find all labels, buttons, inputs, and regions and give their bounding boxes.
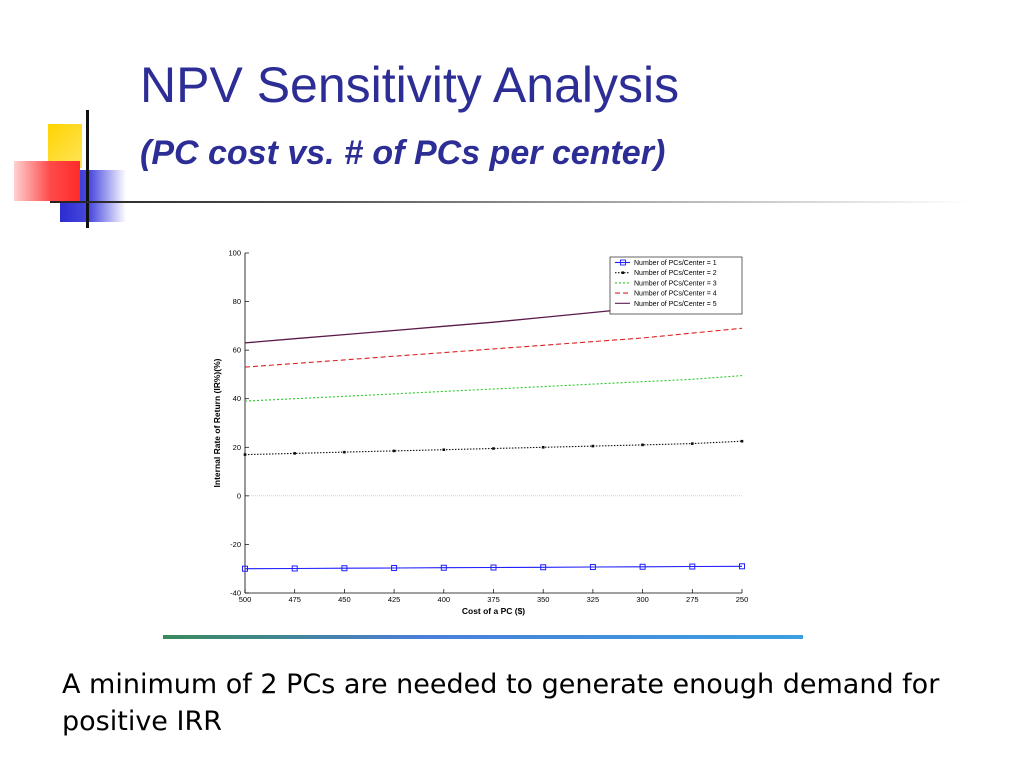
series-2-point — [492, 447, 495, 450]
legend-label-2: Number of PCs/Center = 2 — [634, 270, 717, 277]
x-tick-label: 450 — [338, 595, 351, 604]
x-tick-label: 350 — [537, 595, 550, 604]
series-1-point — [242, 565, 248, 572]
x-tick-label: 475 — [288, 595, 301, 604]
series-1-point — [440, 564, 447, 571]
legend-label-5: Number of PCs/Center = 5 — [634, 301, 717, 308]
y-tick-label: 100 — [228, 249, 241, 258]
irr-line-chart: -40 -20 0 20 40 60 80 100 500 475 450 425 400 375 350 3… — [212, 249, 749, 617]
legend-box — [609, 256, 743, 315]
decorative-red-square — [14, 161, 80, 201]
legend-label-4: Number of PCs/Center = 4 — [634, 291, 717, 298]
x-tick-label: 325 — [587, 595, 600, 604]
x-tick-label: 250 — [736, 595, 749, 604]
x-tick-label: 400 — [438, 595, 451, 604]
series-1-point — [739, 563, 745, 570]
y-tick-label: -20 — [230, 540, 241, 549]
series-line-2 — [244, 440, 743, 456]
x-tick-label: 425 — [388, 595, 401, 604]
x-axis-label: Cost of a PC ($) — [462, 606, 525, 616]
x-tick-label: 300 — [636, 595, 649, 604]
chart-container: -40 -20 0 20 40 60 80 100 500 475 450 425 400 375 350 3… — [160, 240, 805, 640]
legend-label-1: Number of PCs/Center = 1 — [634, 260, 717, 267]
series-1-point — [589, 564, 596, 571]
y-axis-label: Internal Rate of Return (IR%)(%) — [212, 358, 222, 487]
legend-marker-1 — [620, 259, 626, 266]
series-2-point — [641, 443, 644, 447]
decorative-yellow-square — [48, 124, 82, 168]
y-tick-label: 20 — [233, 443, 241, 452]
series-2-point — [343, 450, 346, 454]
slide-caption: A minimum of 2 PCs are needed to generat… — [62, 669, 940, 738]
series-2-point — [243, 453, 247, 456]
y-tick-label: 80 — [233, 297, 241, 306]
y-tick-label: -40 — [230, 589, 241, 598]
y-tick-label: 0 — [237, 491, 241, 500]
series-1-point — [490, 564, 497, 571]
series-1-point — [391, 564, 398, 571]
x-tick-label: 375 — [487, 595, 500, 604]
series-1-point — [540, 564, 547, 571]
series-line-4 — [244, 327, 743, 368]
y-tick-label: 40 — [233, 394, 241, 403]
series-2-point — [591, 444, 595, 448]
slide-title: NPV Sensitivity Analysis — [140, 57, 680, 113]
decorative-vertical-line — [86, 110, 89, 228]
chart-bottom-border — [163, 635, 803, 639]
series-2-point — [740, 439, 744, 443]
title-divider-line — [50, 201, 970, 203]
series-2-point — [442, 448, 446, 452]
x-tick-label: 275 — [686, 595, 699, 604]
series-1-point — [689, 563, 696, 570]
slide-subtitle: (PC cost vs. # of PCs per center) — [140, 134, 666, 172]
series-1-point — [341, 565, 348, 572]
y-tick-label: 60 — [233, 346, 241, 355]
series-2-point — [392, 449, 396, 453]
series-2-point — [293, 452, 296, 455]
legend-marker-2 — [621, 271, 625, 274]
legend-label-3: Number of PCs/Center = 3 — [634, 280, 717, 287]
series-line-1 — [244, 565, 743, 570]
x-tick-label: 500 — [239, 595, 252, 604]
series-2-point — [541, 445, 545, 449]
series-2-point — [691, 442, 694, 445]
series-line-3 — [244, 375, 743, 402]
series-1-point — [639, 563, 646, 570]
series-1-point — [291, 565, 298, 572]
